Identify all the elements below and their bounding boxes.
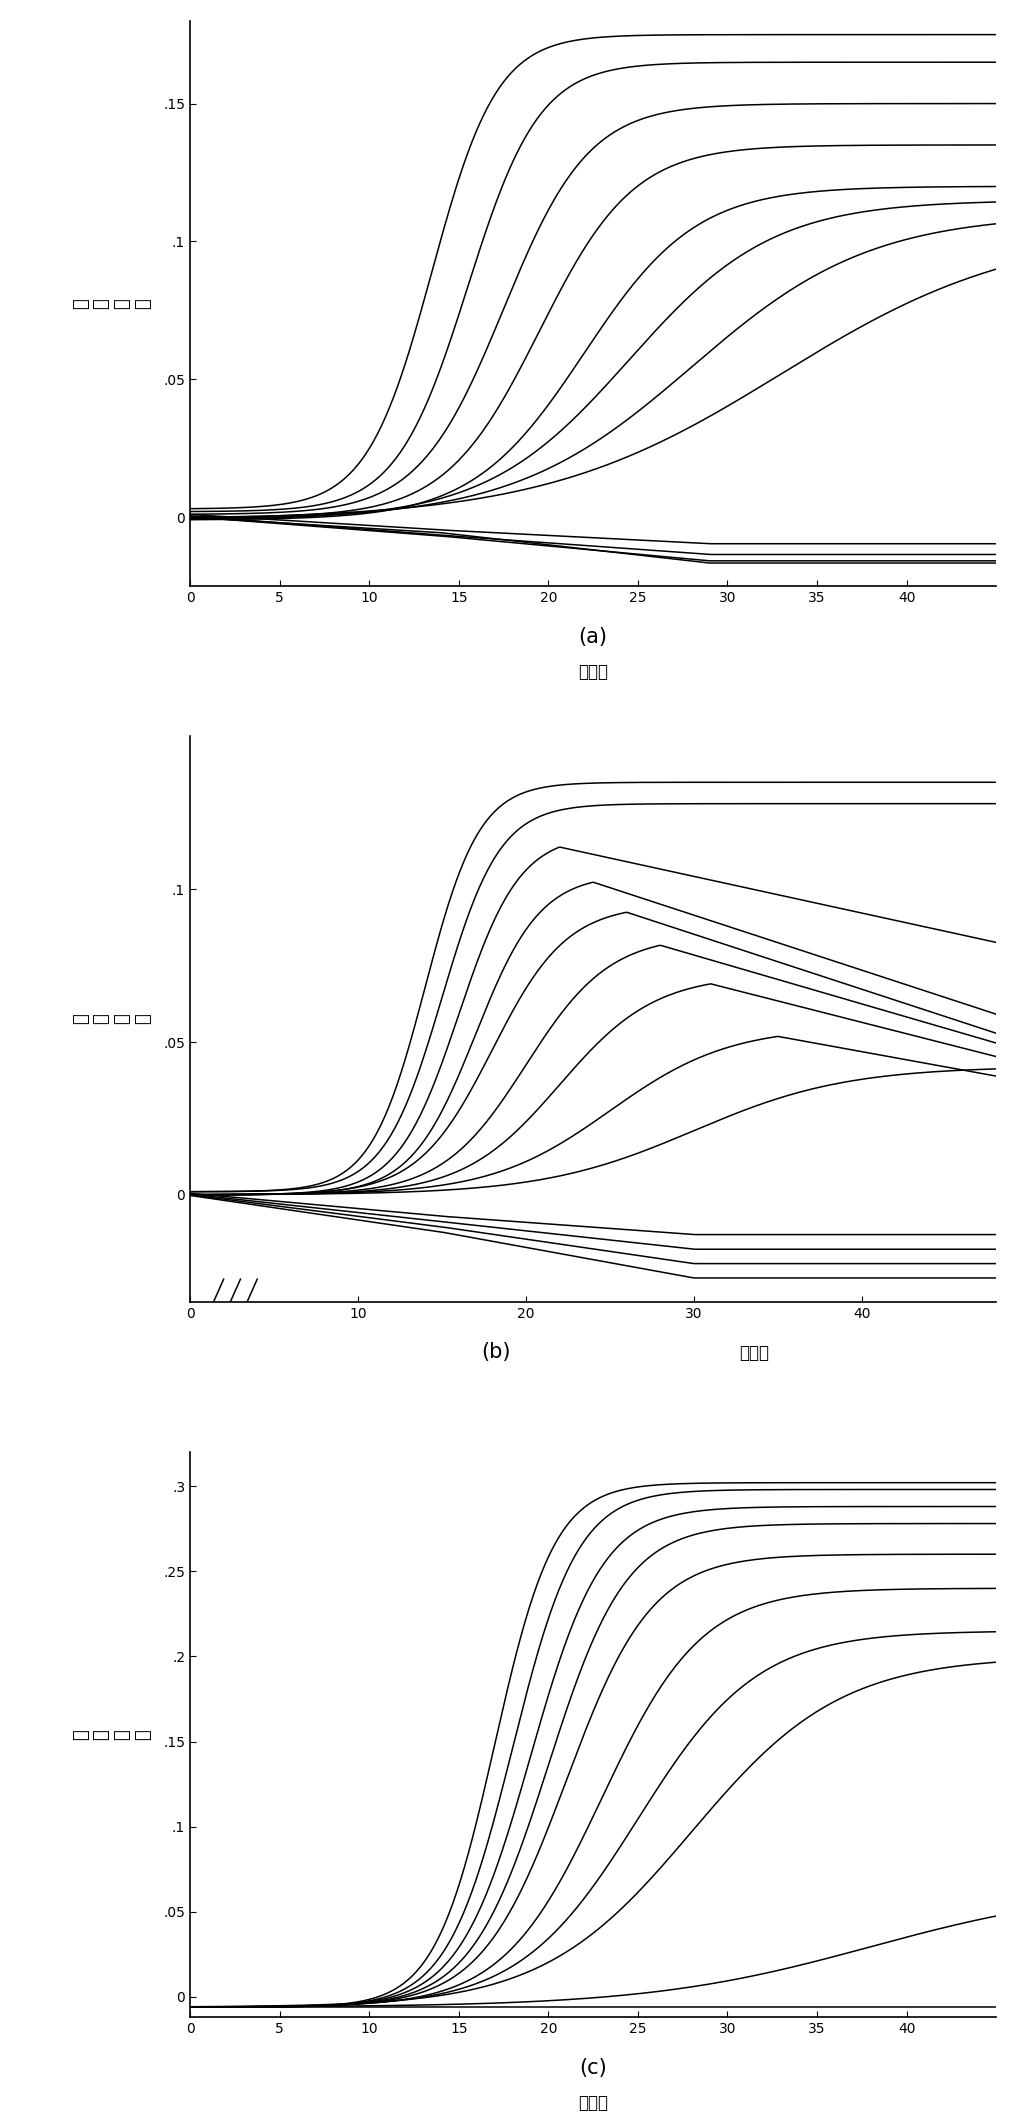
Y-axis label: 荧
光
信
号: 荧 光 信 号 [72, 1013, 153, 1023]
Text: 循环数: 循环数 [578, 2094, 608, 2113]
Text: 循环数: 循环数 [739, 1343, 769, 1363]
Text: (a): (a) [579, 627, 607, 646]
Text: (c): (c) [580, 2058, 607, 2079]
Text: 循环数: 循环数 [578, 663, 608, 680]
Text: (b): (b) [482, 1341, 512, 1363]
Y-axis label: 荧
光
信
号: 荧 光 信 号 [71, 1729, 153, 1740]
Y-axis label: 荧
光
信
号: 荧 光 信 号 [71, 299, 153, 309]
